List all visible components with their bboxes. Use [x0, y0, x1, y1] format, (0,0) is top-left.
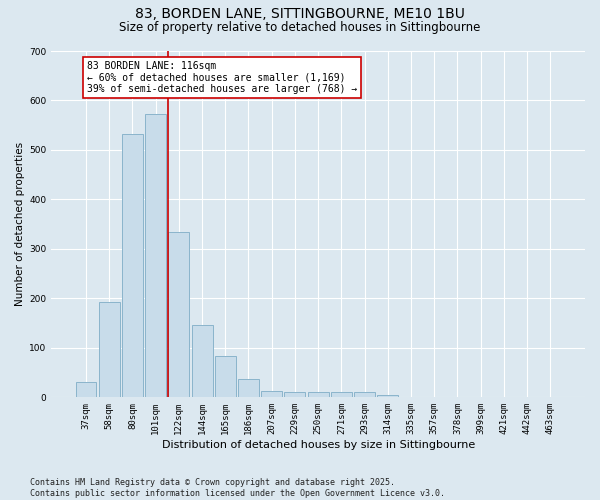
Bar	[169, 232, 189, 398]
Bar	[354, 392, 375, 398]
Bar	[145, 114, 166, 398]
Bar	[191, 324, 212, 398]
Y-axis label: Number of detached properties: Number of detached properties	[15, 142, 25, 306]
Text: Size of property relative to detached houses in Sittingbourne: Size of property relative to detached ho…	[119, 21, 481, 34]
Bar	[377, 395, 398, 398]
Text: 83 BORDEN LANE: 116sqm
← 60% of detached houses are smaller (1,169)
39% of semi-: 83 BORDEN LANE: 116sqm ← 60% of detached…	[87, 61, 358, 94]
Bar	[99, 302, 119, 398]
Bar	[76, 382, 97, 398]
Bar	[261, 391, 282, 398]
Bar	[215, 356, 236, 398]
X-axis label: Distribution of detached houses by size in Sittingbourne: Distribution of detached houses by size …	[161, 440, 475, 450]
Bar	[238, 378, 259, 398]
Bar	[122, 134, 143, 398]
Text: 83, BORDEN LANE, SITTINGBOURNE, ME10 1BU: 83, BORDEN LANE, SITTINGBOURNE, ME10 1BU	[135, 8, 465, 22]
Bar	[284, 392, 305, 398]
Bar	[308, 392, 329, 398]
Bar	[331, 392, 352, 398]
Text: Contains HM Land Registry data © Crown copyright and database right 2025.
Contai: Contains HM Land Registry data © Crown c…	[30, 478, 445, 498]
